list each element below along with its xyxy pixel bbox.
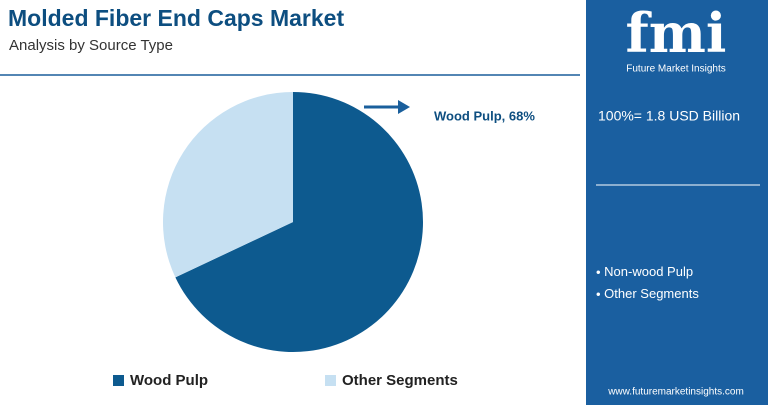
logo: fmi: [626, 1, 727, 65]
legend-swatch: [325, 375, 336, 386]
segment-item: • Non-wood Pulp: [596, 264, 693, 279]
chart-subtitle: Analysis by Source Type: [9, 37, 173, 54]
legend-label: Other Segments: [342, 372, 458, 389]
segment-text: Other Segments: [604, 286, 699, 301]
total-note: 100%= 1.8 USD Billion: [598, 108, 740, 124]
pie-slice: [175, 92, 423, 352]
segment-item: • Other Segments: [596, 286, 699, 301]
pie-slice: [162, 92, 293, 278]
side-panel: [586, 0, 768, 405]
legend-swatch: [113, 375, 124, 386]
website: www.futuremarketinsights.com: [607, 387, 744, 398]
segment-text: Non-wood Pulp: [604, 264, 693, 279]
chart-title: Molded Fiber End Caps Market: [8, 5, 344, 31]
legend-label: Wood Pulp: [130, 372, 208, 389]
brand: Future Market Insights: [626, 64, 725, 75]
arrow-head: [398, 100, 410, 114]
value-label: Wood Pulp, 68%: [434, 108, 535, 123]
